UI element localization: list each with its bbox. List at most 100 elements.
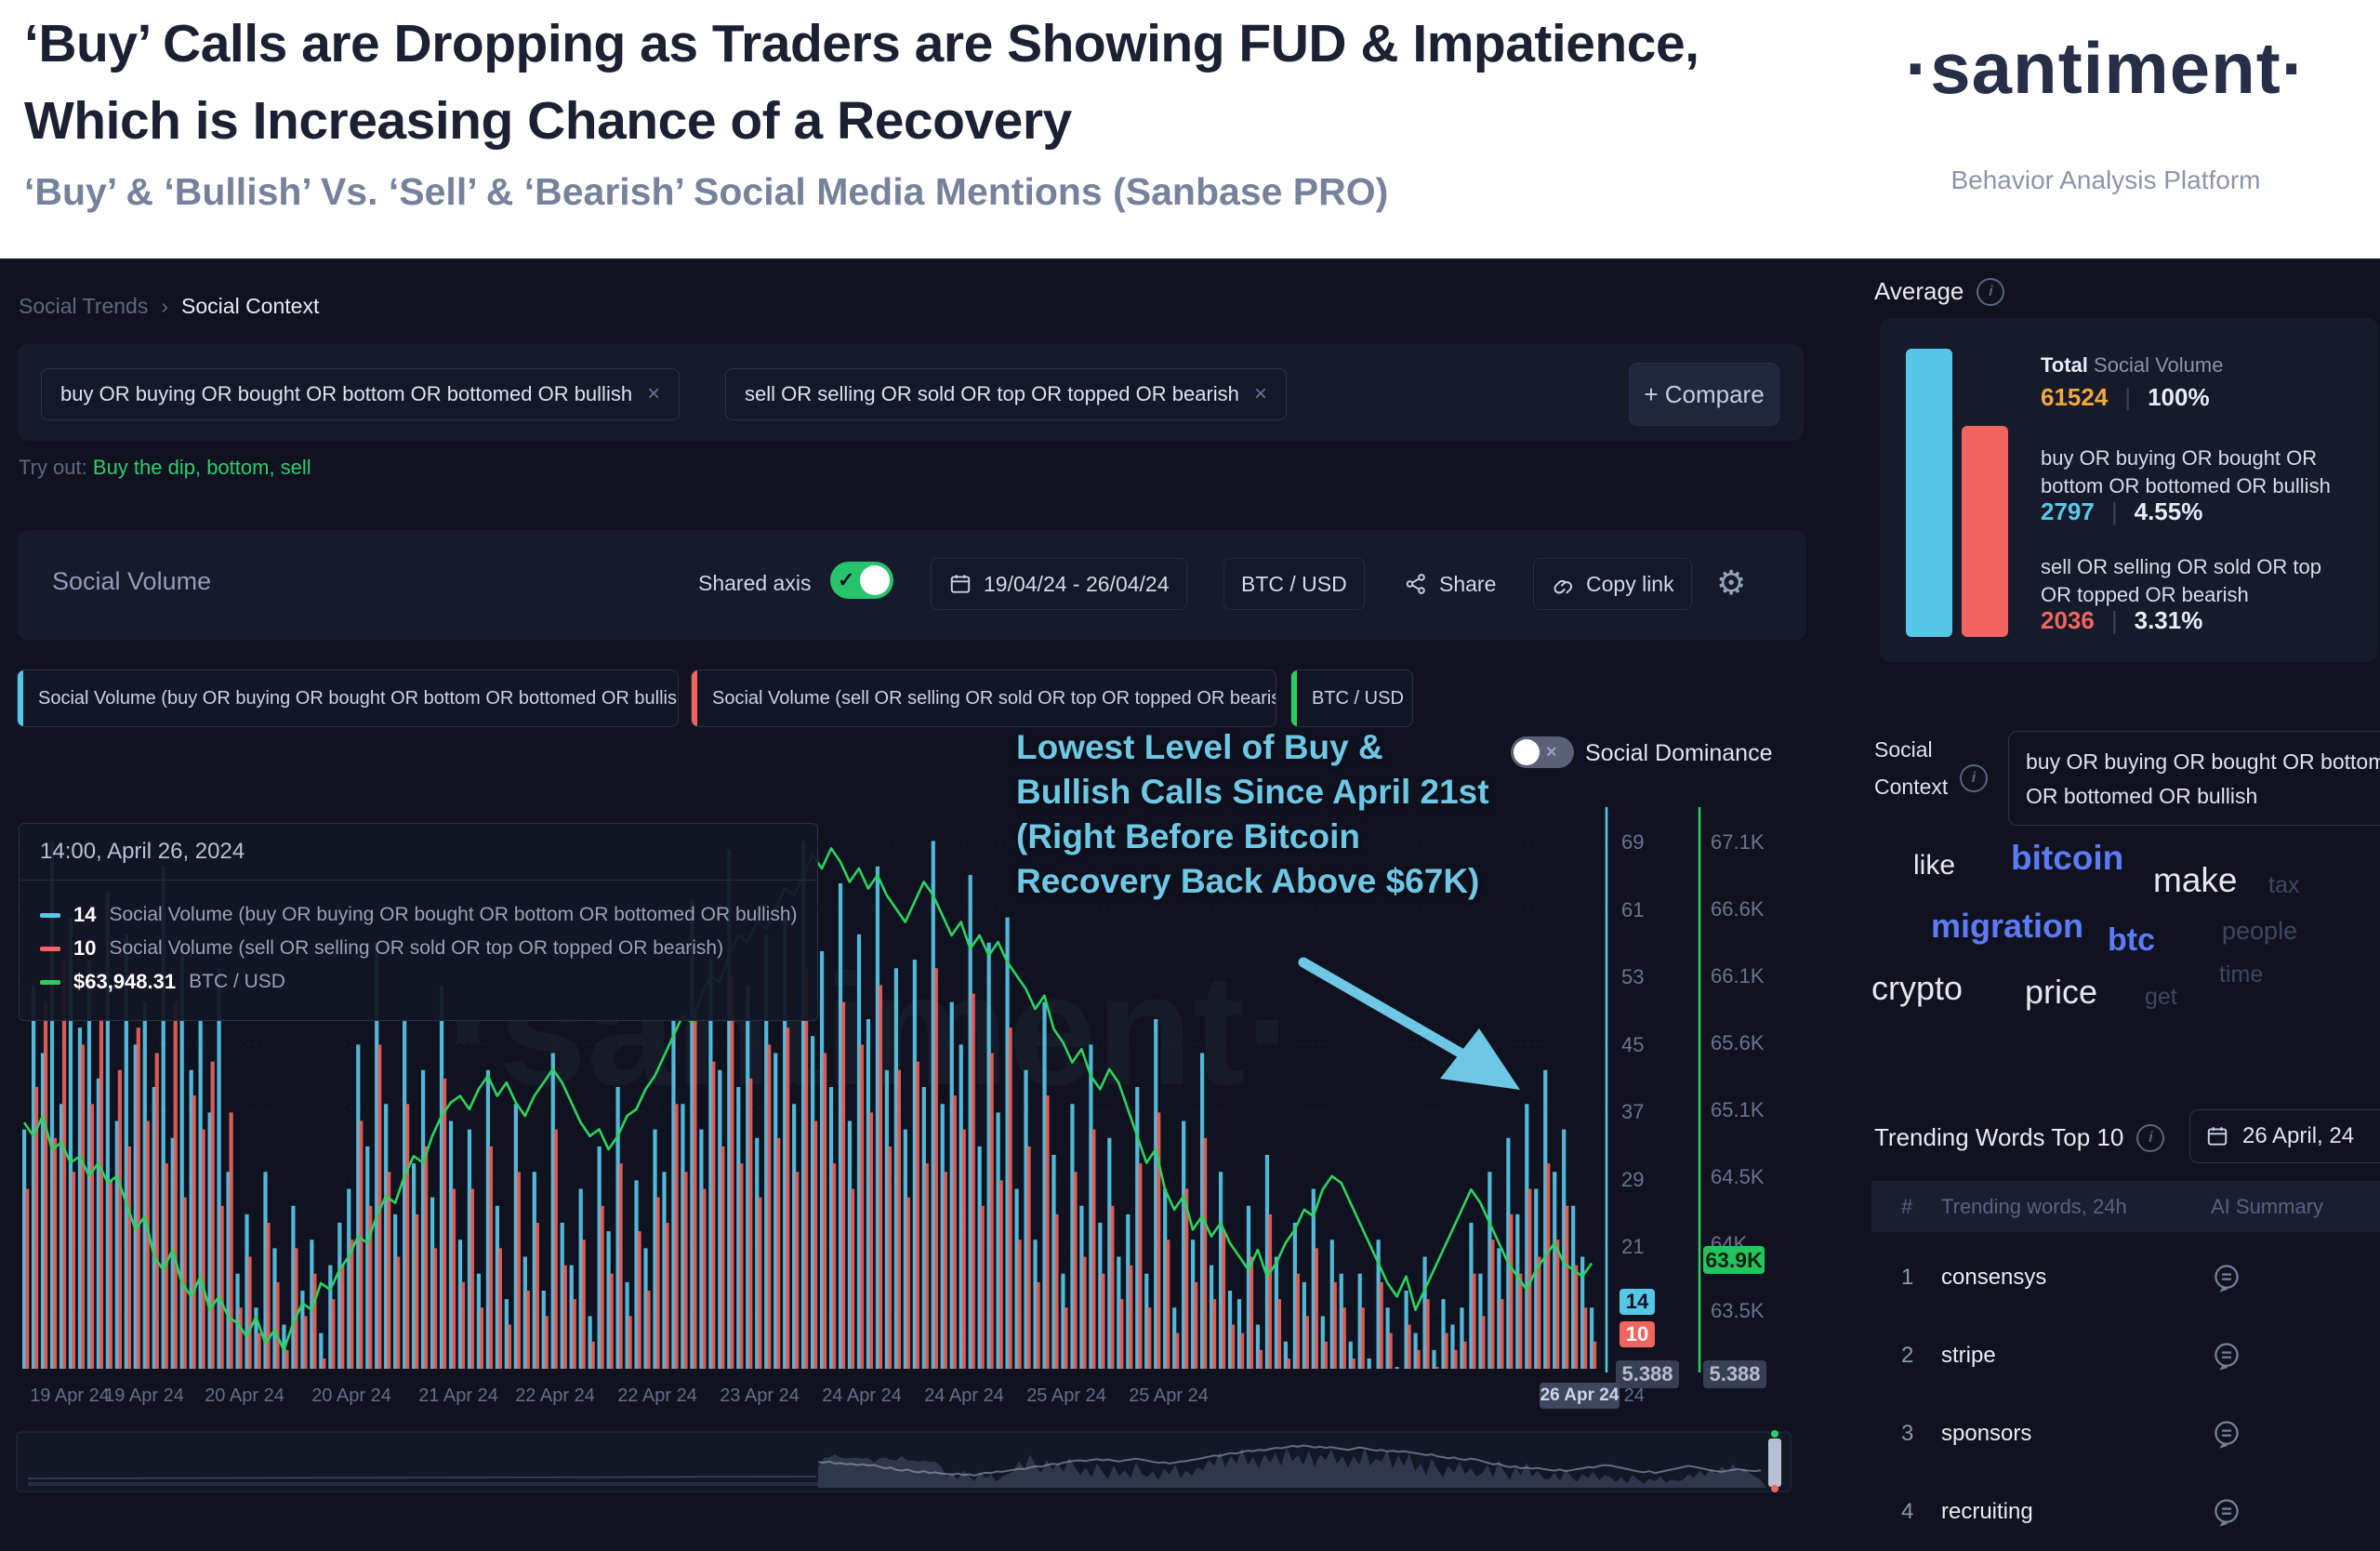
- price-axis-tick: 65.1K: [1711, 1098, 1765, 1121]
- sell-current-badge: 10: [1620, 1321, 1655, 1347]
- trending-date-button[interactable]: 26 April, 24: [2189, 1109, 2380, 1163]
- ai-summary-icon[interactable]: [2211, 1340, 2242, 1372]
- trending-word[interactable]: recruiting: [1941, 1499, 2033, 1524]
- price-axis-tick: 64.5K: [1711, 1165, 1765, 1188]
- cloud-word[interactable]: btc: [2108, 922, 2155, 958]
- annotation-arrow: [1298, 957, 1520, 1090]
- trending-word[interactable]: consensys: [1941, 1265, 2047, 1290]
- series-dash-icon: [40, 946, 60, 951]
- price-current-badge: 63.9K: [1703, 1246, 1765, 1274]
- social-context-query[interactable]: buy OR buying OR bought OR bottom OR bot…: [2008, 731, 2380, 826]
- trending-row[interactable]: 1 consensys: [1871, 1239, 2380, 1317]
- share-button[interactable]: Share: [1386, 558, 1514, 610]
- page-title: ‘Buy’ Calls are Dropping as Traders are …: [24, 14, 1699, 151]
- trending-table-header: # Trending words, 24h AI Summary: [1871, 1181, 2380, 1232]
- filter-chip[interactable]: sell OR selling OR sold OR top OR topped…: [725, 368, 1287, 420]
- tooltip-row: 14 Social Volume (buy OR buying OR bought…: [40, 903, 798, 927]
- chart-minimap[interactable]: [16, 1430, 1792, 1492]
- logo-tagline: Behavior Analysis Platform: [1950, 166, 2261, 194]
- x-axis-label: 22 Apr 24: [515, 1385, 595, 1406]
- trending-word[interactable]: sponsors: [1941, 1421, 2032, 1446]
- santiment-logo: ·santiment·: [1905, 27, 2307, 109]
- cloud-word[interactable]: bitcoin: [2011, 839, 2124, 877]
- date-range-button[interactable]: 19/04/24 - 26/04/24: [931, 558, 1187, 610]
- cloud-word[interactable]: price: [2025, 973, 2098, 1011]
- cloud-word[interactable]: tax: [2268, 872, 2300, 898]
- price-axis-tick: 65.6K: [1711, 1031, 1765, 1054]
- gear-icon[interactable]: ⚙: [1716, 563, 1747, 602]
- chevron-right-icon: ›: [161, 294, 169, 318]
- asset-button[interactable]: BTC / USD: [1223, 558, 1365, 610]
- volume-axis-tick: 45: [1621, 1032, 1645, 1056]
- try-out-label: Try out:: [19, 456, 87, 479]
- link-icon: [1554, 579, 1573, 594]
- breadcrumb-parent[interactable]: Social Trends: [19, 294, 149, 318]
- shared-axis-toggle[interactable]: ✓: [830, 562, 893, 599]
- social-volume-title: Social Volume: [52, 567, 212, 595]
- legend-label: Social Volume (sell OR selling OR sold O…: [712, 687, 1276, 709]
- axis-min-badge: 5.388: [1703, 1360, 1766, 1388]
- volume-axis-tick: 21: [1621, 1235, 1645, 1258]
- legend-chip[interactable]: BTC / USD: [1290, 669, 1413, 727]
- axis-min-badge: 5.388: [1616, 1360, 1679, 1388]
- x-axis-label: 20 Apr 24: [311, 1385, 391, 1406]
- tooltip-label: Social Volume (sell OR selling OR sold O…: [109, 937, 724, 959]
- trending-rank: 3: [1901, 1421, 1914, 1446]
- cloud-word[interactable]: crypto: [1871, 969, 1964, 1007]
- ai-summary-icon[interactable]: [2211, 1418, 2242, 1450]
- social-context-label: Social Context: [1874, 737, 1949, 800]
- trending-rank: 1: [1901, 1265, 1914, 1290]
- copy-link-button[interactable]: Copy link: [1533, 558, 1692, 610]
- close-icon[interactable]: ×: [647, 381, 661, 406]
- close-icon[interactable]: ×: [1253, 381, 1267, 406]
- info-icon[interactable]: i: [1977, 277, 2005, 306]
- info-icon[interactable]: i: [1960, 764, 1988, 792]
- compare-button[interactable]: + Compare: [1629, 363, 1779, 426]
- average-buy-label: buy OR buying OR bought OR bottom OR bot…: [2041, 446, 2331, 497]
- calendar-icon: [2207, 1127, 2228, 1146]
- x-axis-label: 21 Apr 24: [418, 1385, 498, 1406]
- filter-chip-label: buy OR buying OR bought OR bottom OR bot…: [60, 382, 633, 405]
- average-buy-value: 2797 | 4.55%: [2041, 497, 2203, 525]
- price-axis-tick: 67.1K: [1711, 830, 1765, 854]
- cloud-word[interactable]: like: [1913, 850, 1956, 881]
- tooltip-label: BTC / USD: [189, 971, 285, 992]
- x-axis-label: 22 Apr 24: [617, 1385, 697, 1406]
- try-out-row: Try out: Buy the dip, bottom, sell: [19, 456, 311, 480]
- social-dominance-label: Social Dominance: [1585, 740, 1773, 766]
- trending-word[interactable]: stripe: [1941, 1343, 1996, 1368]
- legend-chip[interactable]: Social Volume (buy OR buying OR bought O…: [17, 669, 679, 727]
- volume-axis-tick: 61: [1621, 897, 1645, 921]
- cloud-word[interactable]: get: [2145, 984, 2177, 1010]
- close-icon: ×: [1546, 741, 1557, 762]
- cloud-word[interactable]: time: [2219, 961, 2264, 988]
- cloud-word[interactable]: people: [2222, 917, 2298, 945]
- info-icon[interactable]: i: [2136, 1123, 2165, 1152]
- cloud-word[interactable]: migration: [1931, 907, 2084, 945]
- filter-chip[interactable]: buy OR buying OR bought OR bottom OR bot…: [41, 368, 681, 420]
- average-header: Average i: [1874, 277, 2005, 306]
- x-axis-label: 24 Apr 24: [822, 1385, 902, 1406]
- minimap-handle[interactable]: [1768, 1438, 1781, 1487]
- legend-label: BTC / USD: [1312, 687, 1404, 709]
- trending-row[interactable]: 4 recruiting: [1871, 1473, 2380, 1551]
- social-dominance-toggle[interactable]: ×: [1511, 736, 1574, 768]
- x-axis-label: 25 Apr 24: [1026, 1385, 1106, 1406]
- average-buy-bar: [1906, 349, 1952, 637]
- average-sell-bar: [1962, 426, 2008, 637]
- cloud-word[interactable]: make: [2153, 861, 2238, 899]
- ai-summary-icon[interactable]: [2211, 1496, 2242, 1528]
- try-out-links[interactable]: Buy the dip, bottom, sell: [92, 456, 311, 479]
- buy-bars: [22, 841, 1594, 1369]
- trending-row[interactable]: 2 stripe: [1871, 1317, 2380, 1395]
- breadcrumb-current: Social Context: [181, 294, 320, 318]
- trending-row[interactable]: 3 sponsors: [1871, 1395, 2380, 1473]
- buy-current-badge: 14: [1620, 1289, 1655, 1315]
- ai-summary-icon[interactable]: [2211, 1262, 2242, 1293]
- legend-color-bar: [1291, 670, 1297, 726]
- trending-words-header: Trending Words Top 10 i: [1874, 1123, 2165, 1152]
- trending-rank: 2: [1901, 1343, 1914, 1368]
- shared-axis-label: Shared axis: [698, 571, 812, 595]
- legend-chip[interactable]: Social Volume (sell OR selling OR sold O…: [691, 669, 1276, 727]
